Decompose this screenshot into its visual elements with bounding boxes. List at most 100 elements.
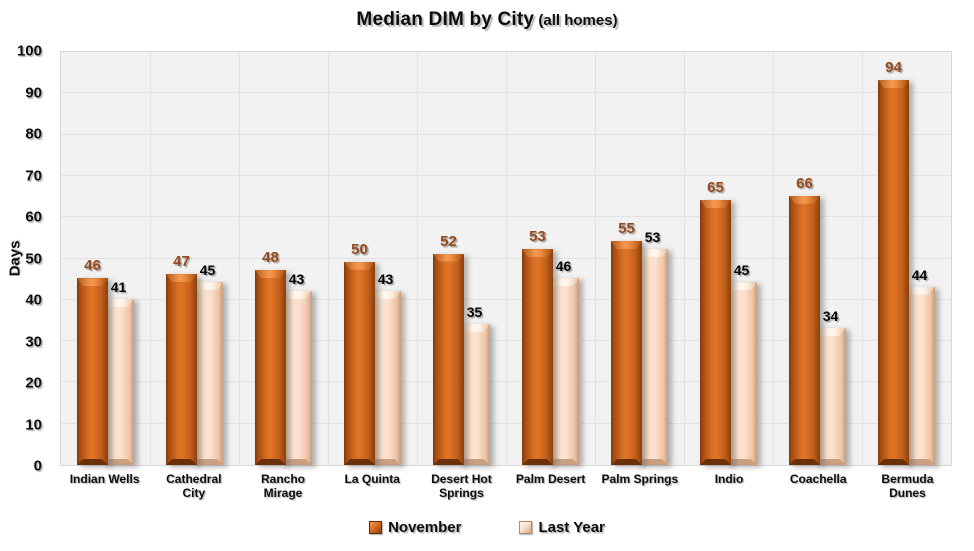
- x-axis-label-indio: Indio: [684, 472, 773, 500]
- value-label-last-year: 45: [199, 262, 216, 279]
- legend-item-last-year: Last Year: [519, 519, 605, 536]
- x-axis-label-line: Desert Hot: [431, 472, 492, 486]
- chart-title-main: Median DIM by City: [356, 9, 535, 30]
- gridline-vertical: [150, 52, 151, 465]
- value-label-november: 46: [84, 257, 101, 275]
- category-column-bermuda-dunes: 94 44: [862, 52, 951, 465]
- x-axis-label-line: Cathedral: [166, 472, 222, 486]
- y-tick-label: 90: [25, 84, 42, 101]
- bar-november: 53: [522, 228, 553, 465]
- legend-item-november: November: [369, 519, 461, 536]
- x-axis-label-bermuda-dunes: Bermuda Dunes: [863, 472, 952, 500]
- gridline-vertical: [506, 52, 507, 465]
- value-label-november: 52: [440, 232, 457, 250]
- category-column-palm-springs: 55 53: [595, 52, 684, 465]
- y-axis-ticks: 0 10 20 30 40 50 60 70 80 90 100: [0, 43, 50, 475]
- legend-swatch-november: [369, 521, 383, 534]
- category-column-la-quinta: 50 43: [328, 52, 417, 465]
- value-label-november: 53: [529, 228, 546, 246]
- y-tick-label: 40: [25, 291, 42, 309]
- y-tick-label: 50: [25, 250, 42, 267]
- bar-last-year: 45: [192, 262, 223, 465]
- bar-november: 94: [878, 59, 909, 465]
- y-tick-label: 100: [16, 42, 42, 60]
- category-column-rancho-mirage: 48 43: [239, 52, 328, 465]
- x-axis-label-line: Rancho: [261, 472, 306, 486]
- gridline-vertical: [417, 52, 418, 465]
- plot-area: 46 41 47 45 48 43 50 43 52 35 53 46 55 53 65 45 66 34 94 44: [60, 51, 952, 466]
- x-axis-label-rancho-mirage: Rancho Mirage: [238, 472, 327, 500]
- x-axis-label-palm-springs: Palm Springs: [595, 472, 684, 500]
- y-tick-label: 70: [25, 167, 42, 184]
- legend: November Last Year: [0, 519, 974, 536]
- category-column-desert-hot-springs: 52 35: [417, 52, 506, 465]
- value-label-last-year: 53: [644, 229, 661, 246]
- bar-november: 47: [166, 253, 197, 465]
- x-axis-label-line: Indio: [714, 472, 744, 486]
- gridline-vertical: [773, 52, 774, 465]
- value-label-last-year: 45: [733, 262, 750, 279]
- value-label-last-year: 34: [822, 307, 839, 324]
- gridline-vertical: [328, 52, 329, 465]
- gridline-vertical: [595, 52, 596, 465]
- value-label-last-year: 46: [555, 258, 572, 275]
- gridline-vertical: [862, 52, 863, 465]
- value-label-november: 65: [707, 178, 724, 196]
- bar-last-year: 41: [103, 279, 134, 465]
- x-axis-label-coachella: Coachella: [774, 472, 863, 500]
- bar-last-year: 34: [815, 308, 846, 465]
- x-axis-label-line: Palm Springs: [601, 472, 679, 486]
- x-axis-label-line: Palm Desert: [515, 472, 586, 486]
- category-column-indio: 65 45: [684, 52, 773, 465]
- y-tick-label: 0: [33, 457, 42, 475]
- value-label-last-year: 43: [288, 270, 305, 287]
- value-label-last-year: 43: [377, 270, 394, 287]
- x-axis-label-line: City: [182, 486, 206, 500]
- y-tick-label: 20: [25, 374, 42, 392]
- y-tick-label: 60: [25, 208, 42, 226]
- value-label-november: 50: [351, 240, 368, 258]
- y-tick-label: 10: [25, 416, 42, 433]
- bar-last-year: 44: [904, 267, 935, 465]
- bar-november: 66: [789, 175, 820, 465]
- bar-november: 52: [433, 233, 464, 465]
- value-label-last-year: 44: [911, 266, 928, 283]
- bar-november: 65: [700, 179, 731, 465]
- legend-swatch-last-year: [519, 521, 533, 534]
- value-label-november: 66: [796, 174, 813, 192]
- gridline-vertical: [239, 52, 240, 465]
- value-label-november: 48: [262, 249, 279, 267]
- x-axis-label-cathedral-city: Cathedral City: [149, 472, 238, 500]
- x-axis-label-line: Dunes: [889, 486, 926, 500]
- value-label-november: 55: [618, 220, 635, 238]
- x-axis-label-desert-hot-springs: Desert Hot Springs: [417, 472, 506, 500]
- chart-title-suffix: (all homes): [534, 12, 618, 29]
- x-axis-label-line: Mirage: [263, 486, 303, 500]
- x-axis-label-line: Indian Wells: [69, 472, 140, 486]
- x-axis-label-la-quinta: La Quinta: [328, 472, 417, 500]
- legend-label-last-year: Last Year: [538, 519, 605, 536]
- x-axis-label-line: La Quinta: [344, 472, 400, 486]
- bar-last-year: 35: [459, 304, 490, 465]
- value-label-last-year: 35: [466, 303, 483, 320]
- y-tick-label: 80: [25, 125, 42, 143]
- chart-title: Median DIM by City (all homes): [0, 9, 974, 31]
- x-axis-labels: Indian Wells Cathedral City Rancho Mirage La …: [60, 472, 952, 500]
- category-column-palm-desert: 53 46: [506, 52, 595, 465]
- x-axis-label-indian-wells: Indian Wells: [60, 472, 149, 500]
- bar-last-year: 43: [370, 271, 401, 465]
- bar-columns: 46 41 47 45 48 43 50 43 52 35 53 46 55 53 65 45 66 34 94 44: [61, 52, 951, 465]
- category-column-cathedral-city: 47 45: [150, 52, 239, 465]
- value-label-november: 47: [173, 253, 190, 271]
- bar-november: 55: [611, 220, 642, 465]
- bar-last-year: 53: [637, 229, 668, 465]
- bar-last-year: 45: [726, 262, 757, 465]
- gridline-vertical: [684, 52, 685, 465]
- bar-november: 48: [255, 249, 286, 465]
- category-column-indian-wells: 46 41: [61, 52, 150, 465]
- x-axis-label-line: Springs: [439, 486, 484, 500]
- x-axis-label-line: Bermuda: [881, 472, 934, 486]
- category-column-coachella: 66 34: [773, 52, 862, 465]
- bar-last-year: 43: [281, 271, 312, 465]
